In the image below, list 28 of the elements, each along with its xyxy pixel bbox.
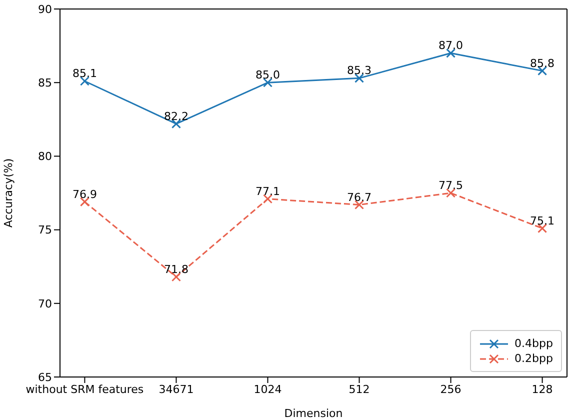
y-tick-label: 70 <box>38 297 52 310</box>
legend-label: 0.2bpp <box>514 352 553 365</box>
data-label: 76.7 <box>347 190 372 204</box>
x-tick-label: 34671 <box>158 382 194 396</box>
x-tick-label: without SRM features <box>26 382 144 396</box>
data-label: 75.1 <box>530 214 555 228</box>
data-label: 85.0 <box>255 68 280 82</box>
point <box>262 194 272 204</box>
data-label: 82.2 <box>164 110 188 123</box>
data-label: 77.5 <box>438 179 464 192</box>
x-axis-title: Dimension <box>284 407 343 419</box>
data-label: 85.3 <box>347 64 372 78</box>
y-tick-label: 80 <box>38 150 52 164</box>
y-tick-label: 75 <box>38 224 52 237</box>
data-label: 77.1 <box>255 184 280 198</box>
x-tick-label: 1024 <box>254 382 282 396</box>
y-tick-label: 85 <box>38 76 52 90</box>
x-tick-label: 512 <box>348 382 370 396</box>
data-label: 85.8 <box>530 56 555 70</box>
legend-label: 0.4bpp <box>514 337 553 350</box>
data-label: 87.0 <box>438 39 464 52</box>
x-tick-label: 128 <box>532 382 553 396</box>
x-tick-label: 256 <box>440 382 462 396</box>
y-tick-label: 65 <box>38 370 52 384</box>
y-tick-label: 90 <box>38 2 52 16</box>
y-axis-title: Accuracy(%) <box>2 158 15 228</box>
data-label: 85.1 <box>72 67 97 80</box>
data-label: 76.9 <box>72 188 97 201</box>
